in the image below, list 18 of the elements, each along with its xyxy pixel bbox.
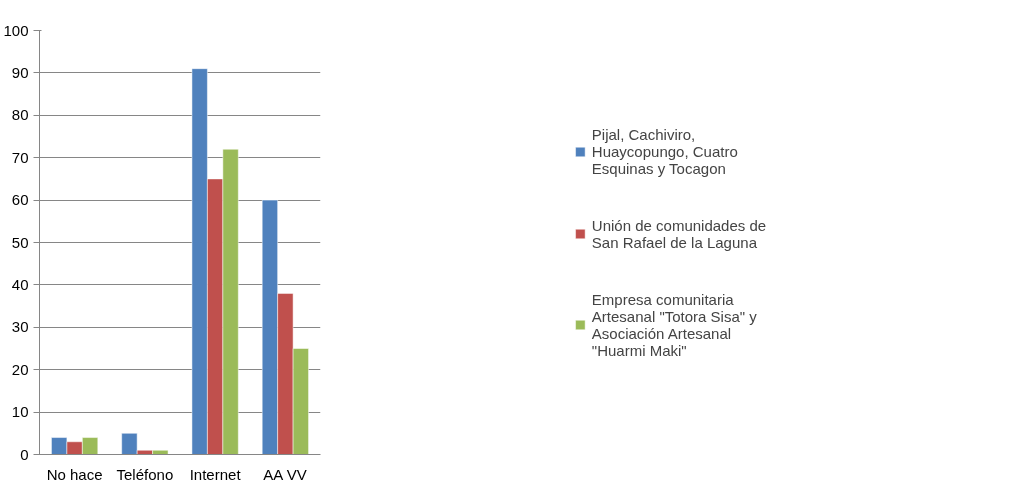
y-tick-label: 20 [11, 360, 29, 378]
y-tick-label: 60 [11, 191, 29, 209]
x-tick-label: AA VV [263, 465, 307, 483]
y-tick-label: 30 [11, 318, 29, 336]
x-tick-label: Teléfono [116, 465, 174, 483]
legend-label: Unión de comunidades de San Rafael de la Laguna [591, 216, 767, 251]
y-tick-label: 70 [11, 148, 29, 166]
y-tick-label: 10 [11, 403, 29, 421]
y-tick-label: 0 [20, 445, 29, 463]
legend-label: Empresa comunitaria Artesanal "Totora Sisa" y Asociación Artesanal "Huarmi Maki" [591, 290, 757, 359]
y-tick-label: 80 [11, 106, 29, 124]
y-tick-label: 100 [3, 21, 29, 39]
x-tick-label: Internet [189, 465, 242, 483]
y-tick-label: 50 [11, 233, 29, 251]
y-tick-label: 40 [11, 275, 29, 293]
y-tick-label: 90 [11, 63, 29, 81]
x-tick-label: No hace [46, 465, 103, 483]
legend-label: Pijal, Cachiviro, Huaycopungo, Cuatro Esquinas y Tocagon [591, 125, 738, 177]
